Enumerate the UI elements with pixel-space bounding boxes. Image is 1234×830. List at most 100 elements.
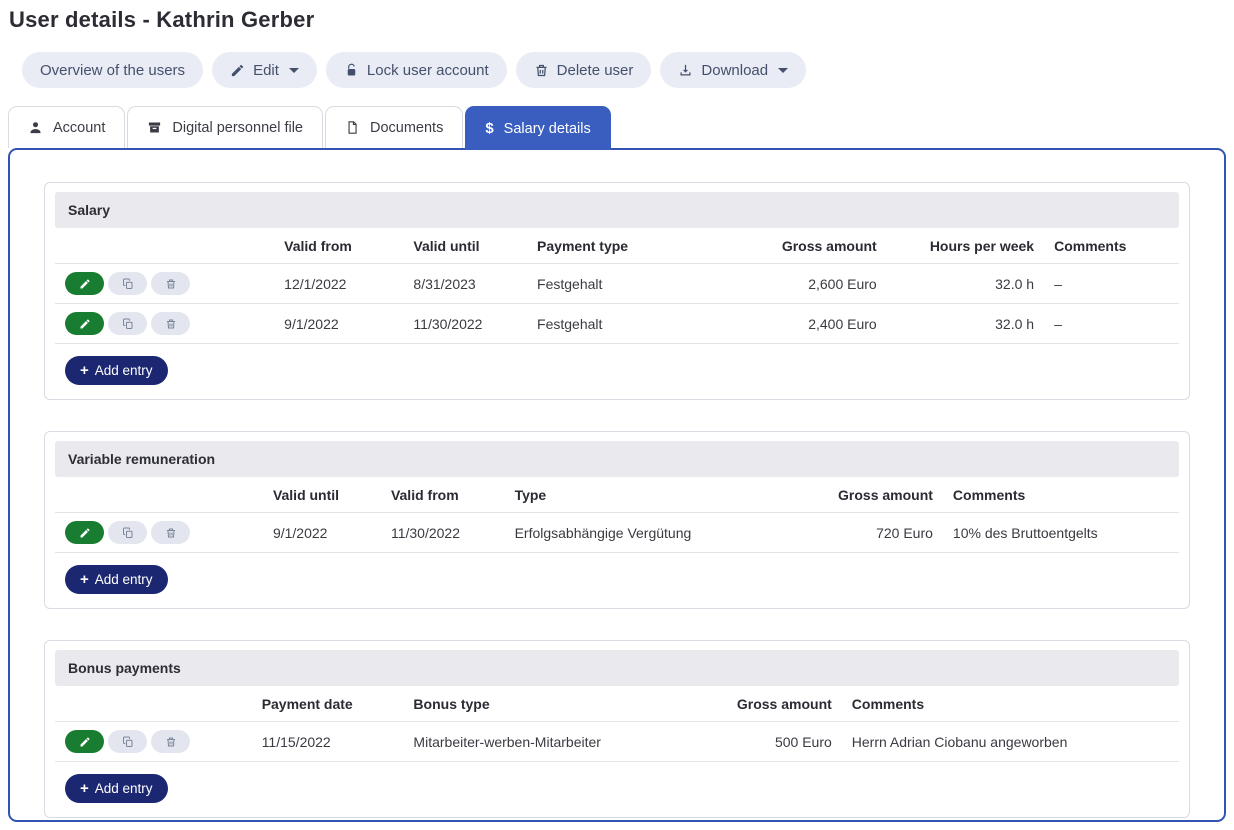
section-card-variable-remuneration: Variable remuneration Valid until Valid fr… bbox=[44, 431, 1190, 609]
table-cell: Mitarbeiter-werben-Mitarbeiter bbox=[403, 721, 702, 762]
column-header: Gross amount bbox=[746, 228, 887, 264]
main-panel: Salary Valid from Valid until Payment type G… bbox=[8, 148, 1226, 822]
plus-icon: + bbox=[80, 780, 89, 797]
tab-documents[interactable]: Documents bbox=[324, 106, 464, 148]
column-header: Comments bbox=[942, 477, 1179, 513]
page-title: User details - Kathrin Gerber bbox=[9, 7, 315, 32]
sections: Salary Valid from Valid until Payment type G… bbox=[44, 182, 1190, 818]
chevron-down-icon bbox=[778, 67, 789, 73]
edit-row-button[interactable] bbox=[65, 730, 104, 753]
add-entry-label: Add entry bbox=[94, 781, 153, 796]
column-header: Valid until bbox=[403, 228, 528, 264]
download-icon bbox=[680, 64, 691, 75]
section-title: Salary bbox=[55, 192, 1179, 228]
table-cell: 720 Euro bbox=[813, 512, 943, 553]
tab-salary-details[interactable]: $ Salary details bbox=[465, 106, 611, 150]
table-cell: 32.0 h bbox=[886, 263, 1045, 304]
table-row: 9/1/2022 11/30/2022 Erfolgsabhängige Vergü… bbox=[55, 512, 1179, 553]
section-title: Bonus payments bbox=[55, 650, 1179, 686]
pencil-icon bbox=[79, 527, 91, 539]
add-entry-button[interactable]: + Add entry bbox=[65, 774, 168, 803]
column-header: Comments bbox=[1044, 228, 1179, 264]
tab-bar: Account Digital personnel file Documents $ S… bbox=[8, 104, 1234, 150]
column-header: Bonus type bbox=[403, 686, 702, 722]
copy-row-button[interactable] bbox=[108, 730, 147, 753]
lock-user-account-button[interactable]: Lock user account bbox=[325, 52, 507, 88]
copy-row-button[interactable] bbox=[108, 521, 147, 544]
copy-row-button[interactable] bbox=[108, 312, 147, 335]
table-cell: 500 Euro bbox=[701, 721, 842, 762]
tab-account[interactable]: Account bbox=[8, 106, 126, 148]
pencil-icon bbox=[231, 64, 244, 76]
trash-icon bbox=[165, 278, 177, 290]
section-table: Valid from Valid until Payment type Gross a… bbox=[55, 228, 1179, 344]
add-entry-button[interactable]: + Add entry bbox=[65, 565, 168, 594]
table-cell: 32.0 h bbox=[886, 303, 1045, 344]
copy-row-button[interactable] bbox=[108, 272, 147, 295]
tab-digital-personnel-file[interactable]: Digital personnel file bbox=[127, 106, 323, 148]
delete-row-button[interactable] bbox=[151, 730, 190, 753]
section-card-bonus-payments: Bonus payments Payment date Bonus type Gros… bbox=[44, 640, 1190, 818]
delete-row-button[interactable] bbox=[151, 521, 190, 544]
table-cell: 10% des Bruttoentgelts bbox=[942, 512, 1179, 553]
copy-icon bbox=[122, 736, 134, 748]
column-header: Valid from bbox=[380, 477, 505, 513]
table-cell: 11/30/2022 bbox=[403, 303, 528, 344]
tab-label: Salary details bbox=[503, 120, 591, 137]
pencil-icon bbox=[79, 736, 91, 748]
trash-icon bbox=[165, 736, 177, 748]
delete-user-button[interactable]: Delete user bbox=[515, 52, 652, 88]
column-header: Comments bbox=[841, 686, 1179, 722]
delete-row-button[interactable] bbox=[151, 312, 190, 335]
column-header: Valid until bbox=[262, 477, 381, 513]
table-cell: Festgehalt bbox=[527, 303, 747, 344]
table-cell: – bbox=[1044, 263, 1179, 304]
unlock-icon bbox=[347, 63, 356, 75]
table-cell: Festgehalt bbox=[527, 263, 747, 304]
column-header: Valid from bbox=[274, 228, 404, 264]
table-cell: 9/1/2022 bbox=[262, 512, 381, 553]
overview-users-button[interactable]: Overview of the users bbox=[22, 52, 204, 88]
table-cell: Erfolgsabhängige Vergütung bbox=[504, 512, 814, 553]
tab-label: Digital personnel file bbox=[172, 119, 303, 136]
table-cell: 8/31/2023 bbox=[403, 263, 528, 304]
trash-icon bbox=[165, 318, 177, 330]
column-header: Type bbox=[504, 477, 814, 513]
table-cell: 9/1/2022 bbox=[274, 303, 404, 344]
table-cell: Herrn Adrian Ciobanu angeworben bbox=[841, 721, 1179, 762]
plus-icon: + bbox=[80, 362, 89, 379]
copy-icon bbox=[122, 527, 134, 539]
download-button[interactable]: Download bbox=[660, 52, 807, 88]
add-entry-label: Add entry bbox=[94, 363, 153, 378]
pencil-icon bbox=[79, 318, 91, 330]
trash-icon bbox=[536, 64, 547, 76]
edit-button[interactable]: Edit bbox=[212, 52, 317, 88]
edit-row-button[interactable] bbox=[65, 272, 104, 295]
tab-label: Account bbox=[53, 119, 106, 136]
delete-row-button[interactable] bbox=[151, 272, 190, 295]
column-header: Payment type bbox=[527, 228, 747, 264]
section-table: Valid until Valid from Type Gross amount Com… bbox=[55, 477, 1179, 553]
edit-row-button[interactable] bbox=[65, 312, 104, 335]
toolbar: Overview of the users Edit Lock user acc… bbox=[22, 52, 1234, 88]
download-label: Download bbox=[701, 61, 769, 79]
column-header: Payment date bbox=[251, 686, 404, 722]
document-icon bbox=[345, 120, 360, 135]
row-actions bbox=[65, 312, 264, 335]
edit-row-button[interactable] bbox=[65, 521, 104, 544]
column-header: Hours per week bbox=[886, 228, 1045, 264]
copy-icon bbox=[122, 318, 134, 330]
column-header: Gross amount bbox=[813, 477, 943, 513]
table-cell: 11/15/2022 bbox=[251, 721, 404, 762]
table-cell: 11/30/2022 bbox=[380, 512, 505, 553]
table-cell: 2,400 Euro bbox=[746, 303, 887, 344]
section-table: Payment date Bonus type Gross amount Commen… bbox=[55, 686, 1179, 762]
table-cell: 2,600 Euro bbox=[746, 263, 887, 304]
actions-column-header bbox=[55, 228, 275, 264]
add-entry-button[interactable]: + Add entry bbox=[65, 356, 168, 385]
row-actions bbox=[65, 272, 264, 295]
lock-user-account-label: Lock user account bbox=[366, 61, 489, 79]
table-row: 9/1/2022 11/30/2022 Festgehalt 2,400 Euro 32… bbox=[55, 303, 1179, 344]
delete-user-label: Delete user bbox=[556, 61, 634, 79]
table-row: 12/1/2022 8/31/2023 Festgehalt 2,600 Euro 32… bbox=[55, 263, 1179, 304]
